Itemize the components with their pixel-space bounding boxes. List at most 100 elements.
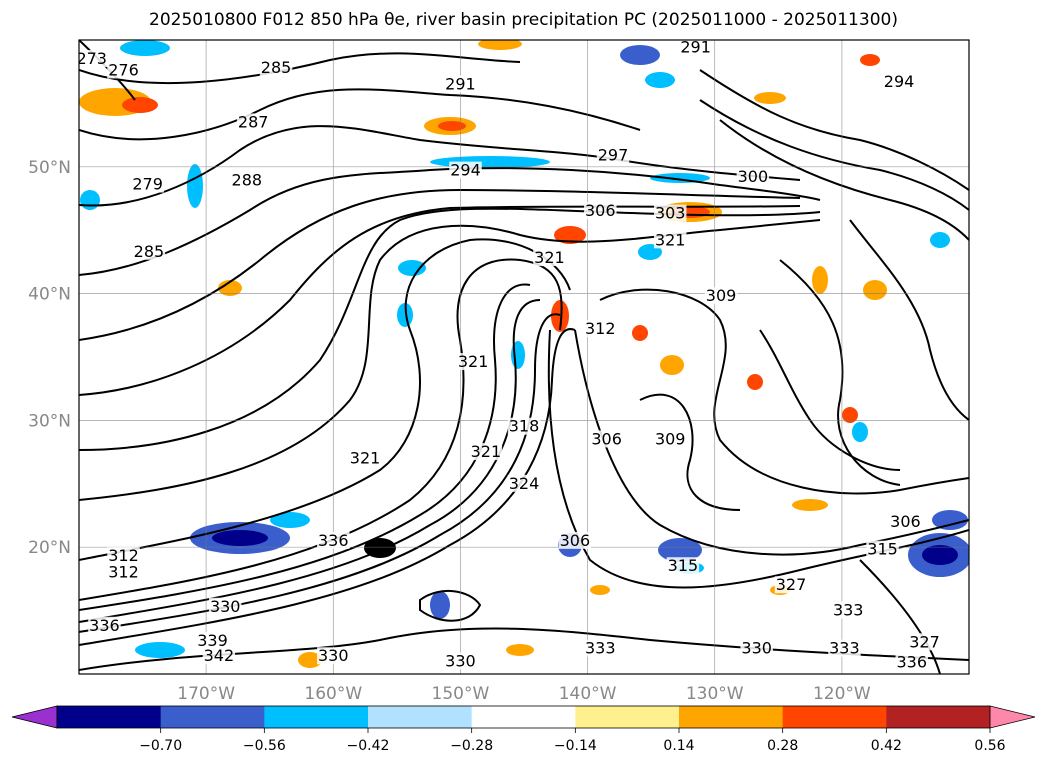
contour-label: 315	[867, 540, 898, 559]
theta-e-contours	[79, 40, 969, 674]
contour-label: 321	[350, 448, 381, 467]
contour-label-bg	[317, 531, 350, 549]
contour-label: 321	[655, 230, 686, 249]
contour-label-bg	[740, 639, 773, 657]
colorbar-tick-label: −0.28	[450, 738, 493, 754]
contour-label-bg	[507, 474, 541, 492]
colorbar-bin	[471, 706, 576, 728]
contour-label: 273	[76, 49, 107, 68]
contour-label-bg	[558, 531, 592, 549]
longitude-labels: 170°W 160°W 150°W 140°W 130°W 120°W	[177, 684, 871, 704]
contour-label: 330	[210, 597, 241, 616]
contour-label: 285	[134, 242, 165, 261]
contour-label: 330	[741, 639, 772, 658]
contour-label-bg	[88, 616, 121, 634]
contour-label: 297	[598, 145, 629, 164]
lon-label: 120°W	[813, 684, 871, 704]
colorbar: −0.70 −0.56 −0.42 −0.28 −0.14 0.14 0.28 0.42 0.5…	[11, 705, 1036, 754]
colorbar-tick-label: 0.14	[663, 738, 694, 754]
contour-label: 285	[261, 58, 292, 77]
contour-label: 294	[884, 72, 915, 91]
colorbar-bin	[368, 706, 473, 728]
contour-label: 321	[471, 442, 502, 461]
contour-label: 333	[585, 639, 616, 658]
contour-label-bg	[774, 576, 808, 594]
contour-label-bg	[908, 633, 941, 651]
contour-label: 333	[833, 601, 864, 620]
contour-label-bg	[653, 430, 687, 448]
map-frame	[78, 39, 970, 675]
lon-label: 150°W	[432, 684, 490, 704]
lat-label: 20°N	[28, 538, 71, 558]
colorbar-bin	[679, 706, 784, 728]
contour-label-bg	[444, 75, 477, 93]
contour-label-bg	[882, 72, 916, 90]
colorbar-tick-label: −0.70	[139, 738, 182, 754]
contour-label-bg	[107, 547, 140, 565]
contour-label-bg	[259, 58, 293, 76]
contour-label: 306	[890, 512, 921, 531]
contour-label: 342	[204, 646, 235, 665]
contour-label: 315	[668, 556, 699, 575]
contour-label: 309	[655, 429, 686, 448]
contour-label-bg	[590, 430, 623, 448]
contour-label: 288	[232, 171, 263, 190]
contour-label-bg	[469, 443, 503, 461]
contour-label: 327	[776, 575, 807, 594]
colorbar-bin	[575, 706, 680, 728]
contour-label-bg	[456, 353, 490, 371]
contour-label: 312	[585, 319, 616, 338]
colorbar-bin	[57, 706, 162, 728]
lon-label: 130°W	[686, 684, 744, 704]
contour-label: 324	[509, 474, 540, 493]
contour-label-bg	[107, 61, 140, 79]
contour-label-bg	[132, 242, 166, 260]
contour-label: 291	[445, 74, 476, 93]
contour-label: 318	[509, 417, 540, 436]
contour-label-bg	[679, 40, 712, 56]
contour-label-bg	[736, 167, 770, 185]
contour-label-bg	[449, 161, 482, 179]
contour-label: 279	[132, 175, 163, 194]
contour-label: 336	[89, 616, 120, 635]
contour-label: 306	[560, 531, 591, 550]
contour-label-bg	[596, 146, 630, 164]
contour-label: 321	[458, 352, 489, 371]
contour-label: 339	[197, 631, 228, 650]
contour-label-bg	[230, 171, 264, 189]
lon-label: 160°W	[304, 684, 362, 704]
contour-label-bg	[704, 287, 738, 305]
lat-label: 30°N	[28, 411, 71, 431]
contour-label-bg	[131, 175, 164, 193]
lat-label: 40°N	[28, 285, 71, 305]
contour-label-bg	[196, 632, 229, 650]
contour-label-bg	[653, 204, 687, 222]
contour-label: 294	[450, 161, 481, 180]
contour-label: 336	[318, 531, 349, 550]
colorbar-bin	[160, 706, 265, 728]
contour-label-bg	[107, 563, 140, 581]
colorbar-extend-max	[989, 705, 1036, 729]
colorbar-tick-label: 0.28	[767, 738, 798, 754]
contour-label-bg	[507, 417, 541, 435]
lon-label: 170°W	[177, 684, 235, 704]
contour-label-bg	[79, 50, 108, 68]
contour-label-bg	[666, 557, 700, 575]
contour-label-bg	[831, 601, 865, 619]
contour-label: 312	[108, 563, 139, 582]
colorbar-tick-label: 0.56	[974, 738, 1005, 754]
contour-label-bg	[444, 652, 477, 670]
contour-label-bg	[208, 597, 242, 615]
contour-label-bg	[584, 320, 617, 338]
contour-label: 330	[318, 646, 349, 665]
colorbar-bin	[782, 706, 887, 728]
contour-label: 309	[706, 286, 737, 305]
figure-title: 2025010800 F012 850 hPa θe, river basin …	[149, 10, 898, 30]
lat-label: 50°N	[28, 158, 71, 178]
colorbar-tick-label: −0.56	[243, 738, 286, 754]
colorbar-bin	[886, 706, 991, 728]
contour-label-bg	[236, 113, 270, 131]
